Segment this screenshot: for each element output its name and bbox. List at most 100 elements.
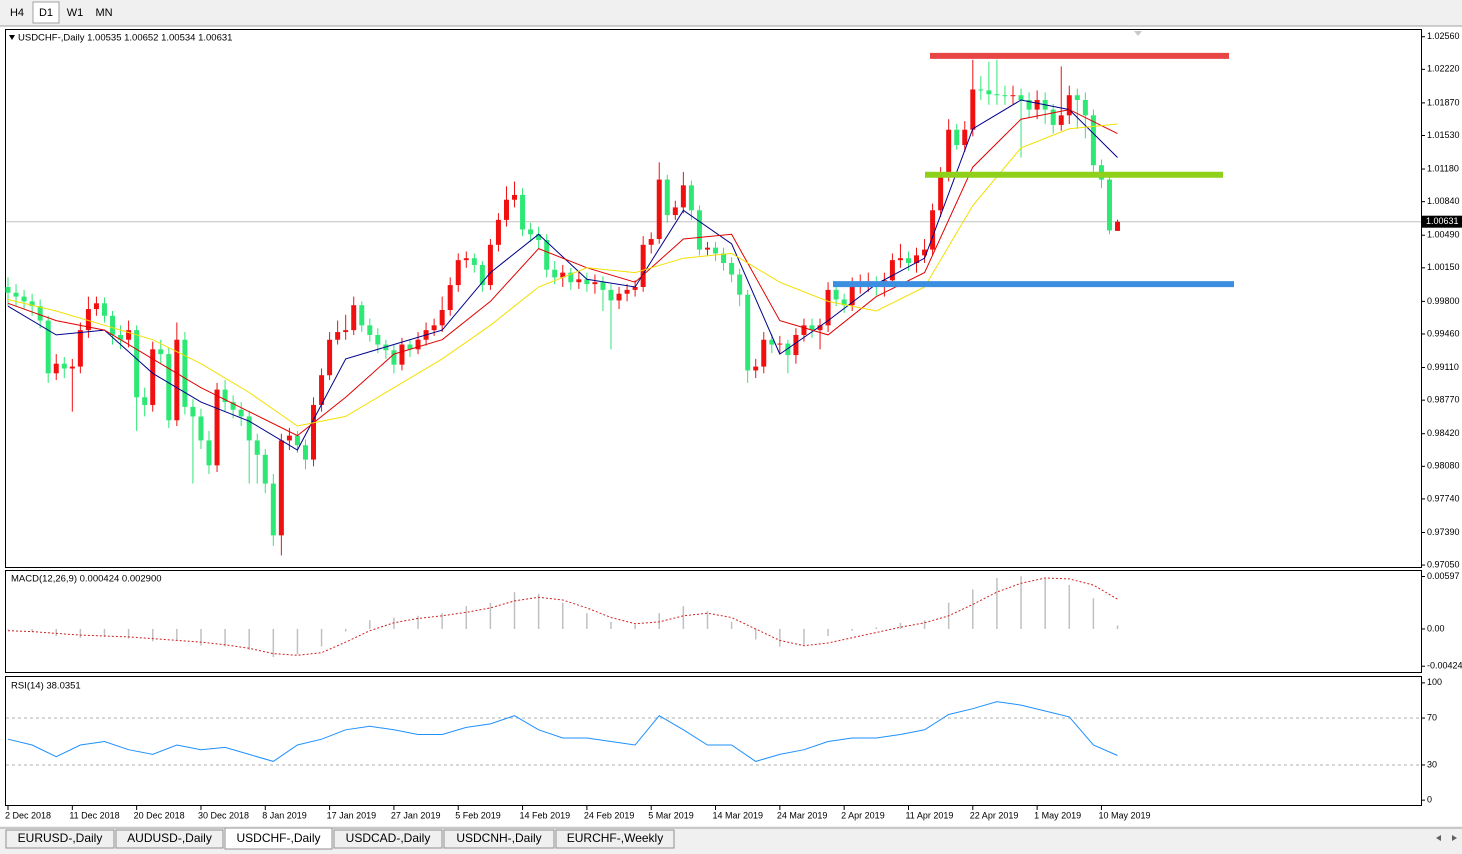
candle-body bbox=[343, 330, 349, 333]
chart-tab[interactable] bbox=[555, 829, 675, 849]
macd-signal bbox=[7, 577, 1118, 656]
candle-body bbox=[367, 325, 373, 335]
macd-panel bbox=[5, 570, 1422, 673]
candle-body bbox=[230, 402, 236, 410]
candle-body bbox=[696, 210, 702, 250]
candle-body bbox=[110, 315, 116, 335]
x-tick-label: 2 Apr 2019 bbox=[841, 810, 885, 820]
y-tick-label: 0.98080 bbox=[1427, 461, 1460, 471]
candle-body bbox=[729, 263, 735, 275]
candle-body bbox=[118, 334, 124, 340]
tab-scroll-left[interactable] bbox=[1436, 835, 1441, 841]
rsi-panel bbox=[5, 676, 1422, 806]
candle-body bbox=[721, 253, 727, 264]
y-tick-label: 0.00597 bbox=[1427, 571, 1460, 581]
candle-body bbox=[616, 293, 622, 301]
candle-body bbox=[101, 303, 107, 316]
candle-body bbox=[817, 325, 823, 331]
candle-body bbox=[648, 239, 654, 245]
x-tick-label: 11 Dec 2018 bbox=[69, 810, 119, 820]
candle-body bbox=[21, 296, 27, 302]
candle-body bbox=[126, 330, 132, 340]
price-chart-title: USDCHF-,Daily 1.00535 1.00652 1.00534 1.… bbox=[18, 33, 232, 44]
chart-tab-label[interactable]: AUDUSD-,Daily bbox=[127, 831, 212, 845]
candle-body bbox=[600, 282, 606, 290]
candle-body bbox=[327, 339, 333, 376]
chart-tab-label[interactable]: USDCAD-,Daily bbox=[346, 831, 431, 845]
candle-body bbox=[359, 305, 365, 326]
candle-body bbox=[158, 349, 164, 355]
candle-body bbox=[761, 339, 767, 367]
x-tick-label: 8 Jan 2019 bbox=[262, 810, 307, 820]
candle-body bbox=[190, 406, 196, 417]
candle-body bbox=[922, 249, 928, 256]
chart-tab[interactable] bbox=[443, 829, 555, 849]
timeframe-label[interactable]: D1 bbox=[39, 7, 53, 19]
y-tick-label: 30 bbox=[1427, 759, 1437, 769]
chart-tab[interactable] bbox=[5, 829, 115, 849]
chart-tab[interactable] bbox=[333, 829, 443, 849]
candle-body bbox=[624, 289, 630, 294]
timeframe-button[interactable] bbox=[4, 2, 30, 23]
candle-body bbox=[302, 445, 308, 460]
moving-average bbox=[7, 123, 1118, 427]
candle-body bbox=[608, 289, 614, 301]
candle-body bbox=[1106, 179, 1112, 231]
candle-body bbox=[174, 339, 180, 421]
x-tick-label: 1 May 2019 bbox=[1034, 810, 1081, 820]
candle-body bbox=[93, 303, 99, 310]
candle-body bbox=[592, 282, 598, 285]
candle-body bbox=[37, 306, 43, 321]
candle-body bbox=[793, 334, 799, 356]
chart-tab-label[interactable]: USDCNH-,Daily bbox=[456, 831, 541, 845]
y-tick-label: 0.97050 bbox=[1427, 559, 1460, 569]
chart-tab-label[interactable]: EURUSD-,Daily bbox=[18, 831, 103, 845]
candle-body bbox=[246, 416, 252, 441]
x-tick-label: 10 May 2019 bbox=[1098, 810, 1150, 820]
y-tick-label: 100 bbox=[1427, 677, 1442, 687]
x-tick-label: 14 Feb 2019 bbox=[520, 810, 571, 820]
candle-body bbox=[568, 272, 574, 283]
y-tick-label: -0.00424 bbox=[1427, 661, 1462, 671]
x-tick-label: 14 Mar 2019 bbox=[713, 810, 764, 820]
candle-body bbox=[238, 409, 244, 417]
candle-body bbox=[85, 309, 91, 331]
y-tick-label: 0.98770 bbox=[1427, 395, 1460, 405]
candle-body bbox=[1074, 95, 1080, 101]
candle-body bbox=[447, 285, 453, 311]
candle-body bbox=[833, 289, 839, 300]
timeframe-label[interactable]: W1 bbox=[67, 7, 84, 19]
candle-body bbox=[391, 350, 397, 365]
candle-body bbox=[206, 440, 212, 466]
chart-tab-label[interactable]: USDCHF-,Daily bbox=[237, 831, 321, 845]
y-tick-label: 0.98420 bbox=[1427, 428, 1460, 438]
candle-body bbox=[713, 247, 719, 254]
chart-tab[interactable] bbox=[224, 827, 333, 850]
chart-tab[interactable] bbox=[115, 829, 224, 849]
candle-body bbox=[1115, 221, 1121, 231]
candle-body bbox=[278, 440, 284, 536]
timeframe-label[interactable]: MN bbox=[95, 7, 112, 19]
timeframe-button[interactable] bbox=[32, 1, 60, 24]
candle-body bbox=[351, 305, 357, 331]
candle-body bbox=[1026, 100, 1032, 110]
candle-body bbox=[1010, 95, 1016, 97]
timeframe-label[interactable]: H4 bbox=[10, 7, 24, 19]
price-panel bbox=[5, 29, 1422, 568]
candle-body bbox=[375, 334, 381, 345]
chart-tab-label[interactable]: EURCHF-,Weekly bbox=[567, 831, 663, 845]
candle-body bbox=[1082, 100, 1088, 116]
timeframe-button[interactable] bbox=[62, 2, 88, 23]
shift-marker bbox=[1134, 31, 1142, 36]
candle-body bbox=[319, 375, 325, 405]
candle-body bbox=[825, 289, 831, 326]
candle-body bbox=[889, 260, 895, 281]
tab-scroll-right[interactable] bbox=[1452, 835, 1457, 841]
y-tick-label: 0 bbox=[1427, 795, 1432, 805]
rsi-line bbox=[7, 701, 1118, 762]
timeframe-button[interactable] bbox=[91, 2, 117, 23]
symbol-menu-arrow[interactable] bbox=[9, 35, 15, 40]
y-tick-label: 1.01180 bbox=[1427, 163, 1459, 173]
candle-body bbox=[664, 179, 670, 216]
